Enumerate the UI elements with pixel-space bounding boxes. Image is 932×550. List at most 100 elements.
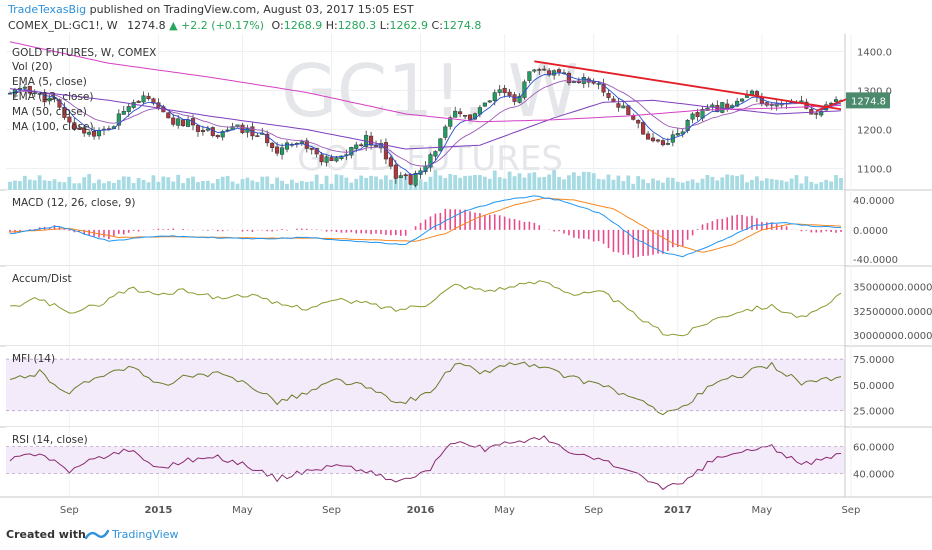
volume-bar [334,174,339,190]
indicator-tick-label: 0.0000 [853,226,888,237]
volume-bar [181,183,186,190]
candle [834,99,839,102]
candle [527,71,532,81]
volume-bar [111,182,116,190]
candle [710,104,715,108]
volume-bar [314,174,319,190]
volume-bar [339,175,344,190]
candle [210,127,215,136]
volume-bar [705,174,710,190]
volume-bar [804,176,809,190]
candle [443,126,448,138]
candle [463,115,468,117]
volume-bar [468,175,472,190]
volume-bar [665,177,670,190]
candle [82,127,87,134]
publish-line: TradeTexasBig published on TradingView.c… [8,3,414,17]
indicator-title: Accum/Dist [12,273,72,285]
volume-bar [97,179,101,190]
candle [636,120,641,124]
candle [176,118,181,126]
candle [458,111,463,115]
legend-entry: MA (50, close) [12,106,87,118]
open-label: O: [271,19,284,32]
candle [814,113,819,115]
volume-bar [547,174,552,190]
candle [96,130,102,137]
volume-bar [141,179,146,190]
time-tick-label: 2015 [144,505,172,516]
time-tick-label: May [232,505,253,516]
volume-bar [230,181,235,190]
volume-bar [631,183,636,190]
candle [408,174,413,185]
indicator-title: MFI (14) [12,353,55,365]
volume-bar [497,177,502,190]
volume-bar [388,179,393,190]
volume-bar [433,170,438,190]
downtrend-line[interactable] [534,60,842,111]
candle [186,119,191,127]
volume-bar [715,180,720,190]
price-tick-label: 1200.0 [857,126,892,137]
volume-bar [240,179,245,190]
candle [22,86,27,89]
volume-bar [67,176,72,190]
volume-bar [294,182,299,190]
volume-bar [126,176,131,190]
volume-bar [829,181,834,190]
candle [67,116,72,123]
candle [324,156,329,163]
volume-bar [814,183,819,190]
volume-bar [764,178,769,190]
volume-bar [675,181,680,190]
volume-bar [285,183,289,190]
volume-bar [57,181,62,190]
volume-bar [720,177,725,190]
volume-bar [750,179,754,190]
candle [329,157,334,162]
last-price-tag [846,92,890,109]
volume-bar [512,176,517,190]
volume-bar [626,175,631,190]
volume-bar [661,182,665,190]
time-tick-label: 2016 [407,505,435,516]
volume-bar [344,177,349,190]
price-change: +2.2 (+0.17%) [181,19,265,32]
chart-header: TradeTexasBig published on TradingView.c… [0,0,932,34]
created-with-label: Created with [6,528,86,541]
volume-bar [250,180,255,190]
candle [646,133,651,140]
candle [403,174,408,177]
candle [616,103,621,108]
footer: Created with TradingView [0,518,932,550]
volume-bar [621,181,626,190]
candle [492,92,497,101]
candle [369,135,374,146]
volume-bar [191,176,195,190]
volume-bar [834,175,838,190]
candle [284,142,290,150]
candle [121,111,126,115]
volume-bar [725,174,730,190]
author-link[interactable]: TradeTexasBig [8,3,87,16]
candle [47,97,52,102]
candle [92,131,97,137]
candle [695,112,700,117]
candle [339,155,344,159]
symbol-label: COMEX_DL:GC1!, W [8,19,118,32]
candle [438,138,443,152]
candle [655,139,661,142]
volume-bar [37,175,42,190]
volume-bar [374,176,378,190]
candle [413,172,418,186]
volume-bar [670,177,675,190]
tradingview-brand[interactable]: TradingView [112,528,179,541]
volume-bar [17,181,22,190]
volume-bar [225,175,230,190]
candle [220,131,225,138]
candle [378,143,384,149]
volume-bar [755,176,759,190]
volume-bar [260,176,265,190]
